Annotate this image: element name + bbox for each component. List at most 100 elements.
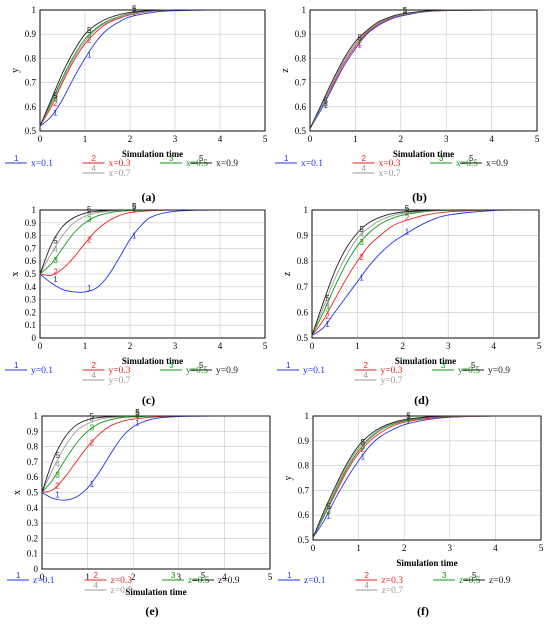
x-tick-label: 5 <box>263 341 268 351</box>
legend-label-3: y=0.5 <box>458 366 480 376</box>
y-tick-label: 0.6 <box>297 307 309 317</box>
series-line-1 <box>39 209 266 293</box>
x-tick-label: 2 <box>128 134 133 144</box>
series-line-5 <box>309 9 537 129</box>
plot-frame <box>39 9 266 132</box>
y-tick-label: 0.6 <box>295 102 307 112</box>
series-marker-2: 2 <box>403 7 408 16</box>
series-marker-2: 2 <box>326 507 331 516</box>
legend-marker-5: 5 <box>472 571 477 580</box>
series-line-1 <box>39 9 266 127</box>
series-line-2 <box>311 209 540 336</box>
series-marker-3: 3 <box>326 507 331 516</box>
y-tick-label: 0.3 <box>27 518 39 528</box>
x-tick-label: 4 <box>491 341 496 351</box>
series-marker-4: 4 <box>323 99 328 108</box>
series-marker-3: 3 <box>406 413 411 422</box>
y-tick-label: 0.5 <box>297 333 309 343</box>
series-marker-2: 2 <box>132 205 137 214</box>
series-marker-5: 5 <box>90 412 95 421</box>
legend-label-4: x=0.7 <box>379 169 401 179</box>
y-axis-label: z <box>280 68 291 73</box>
series-marker-4: 4 <box>53 96 58 105</box>
series-marker-3: 3 <box>90 423 95 432</box>
series-marker-3: 3 <box>87 215 92 224</box>
legend-label-4: y=0.7 <box>109 376 131 386</box>
x-tick-label: 5 <box>539 543 544 553</box>
x-tick-label: 4 <box>489 134 494 144</box>
series-marker-2: 2 <box>53 267 58 276</box>
series-marker-5: 5 <box>326 502 331 511</box>
series-marker-2: 2 <box>359 253 364 262</box>
legend-marker-1: 1 <box>14 361 19 370</box>
x-tick-label: 3 <box>444 134 449 144</box>
y-tick-label: 1 <box>305 411 310 421</box>
series-marker-1: 1 <box>87 284 92 293</box>
y-tick-label: 0 <box>32 333 37 343</box>
series-marker-2: 2 <box>325 312 330 321</box>
x-tick-label: 4 <box>493 543 498 553</box>
series-line-5 <box>312 415 541 538</box>
series-marker-3: 3 <box>359 238 364 247</box>
legend-label-4: z=0.7 <box>382 586 404 596</box>
x-axis-label: Simulation time <box>395 356 456 366</box>
y-tick-label: 0.5 <box>298 535 310 545</box>
y-tick-label: 0.9 <box>27 426 39 436</box>
plot-frame <box>311 209 540 339</box>
series-marker-5: 5 <box>55 451 60 460</box>
y-tick-label: 0.7 <box>295 78 307 88</box>
series-marker-3: 3 <box>403 7 408 16</box>
series-marker-3: 3 <box>132 203 137 212</box>
x-tick-label: 5 <box>268 572 273 582</box>
legend-label-5: x=0.9 <box>486 159 508 169</box>
y-axis-label: y <box>10 68 21 73</box>
panel-caption: (a) <box>142 190 156 204</box>
legend-marker-5: 5 <box>471 361 476 370</box>
series-marker-2: 2 <box>405 214 410 223</box>
legend-marker-1: 1 <box>14 154 19 163</box>
series-marker-3: 3 <box>132 6 137 15</box>
plot-area <box>39 9 266 132</box>
legend-marker-3: 3 <box>439 154 444 163</box>
x-tick-label: 0 <box>40 572 45 582</box>
series-marker-1: 1 <box>132 231 137 240</box>
series-marker-4: 4 <box>132 6 137 15</box>
series-marker-5: 5 <box>323 96 328 105</box>
series-marker-1: 1 <box>325 320 330 329</box>
plot-frame <box>309 9 538 132</box>
legend-marker-4: 4 <box>364 371 369 380</box>
y-tick-label: 0.1 <box>27 549 38 559</box>
legend-marker-5: 5 <box>199 361 204 370</box>
legend-marker-2: 2 <box>364 361 369 370</box>
series-marker-4: 4 <box>403 7 408 16</box>
x-axis-label: Simulation time <box>393 149 454 159</box>
legend-label-5: z=0.9 <box>218 576 240 586</box>
series-marker-4: 4 <box>359 230 364 239</box>
y-tick-label: 0.5 <box>25 126 37 136</box>
series-marker-4: 4 <box>87 33 92 42</box>
series-marker-1: 1 <box>405 228 410 237</box>
y-tick-label: 0.9 <box>297 231 309 241</box>
legend-marker-1: 1 <box>284 154 289 163</box>
y-tick-label: 0.8 <box>295 53 307 63</box>
y-tick-label: 0.7 <box>297 282 309 292</box>
series-marker-3: 3 <box>135 409 140 418</box>
series-marker-3: 3 <box>323 99 328 108</box>
series-line-2 <box>312 415 542 538</box>
x-tick-label: 0 <box>311 543 316 553</box>
x-tick-label: 2 <box>399 134 404 144</box>
series-marker-5: 5 <box>406 412 411 421</box>
x-tick-label: 1 <box>83 134 88 144</box>
series-marker-4: 4 <box>357 36 362 45</box>
series-marker-2: 2 <box>87 36 92 45</box>
legend-label-3: x=0.5 <box>186 159 208 169</box>
y-tick-label: 0.4 <box>27 503 39 513</box>
legend-marker-4: 4 <box>92 371 97 380</box>
series-marker-4: 4 <box>53 246 58 255</box>
y-tick-label: 0.7 <box>25 243 37 253</box>
series-marker-2: 2 <box>87 235 92 244</box>
legend-label-1: y=0.1 <box>303 366 325 376</box>
